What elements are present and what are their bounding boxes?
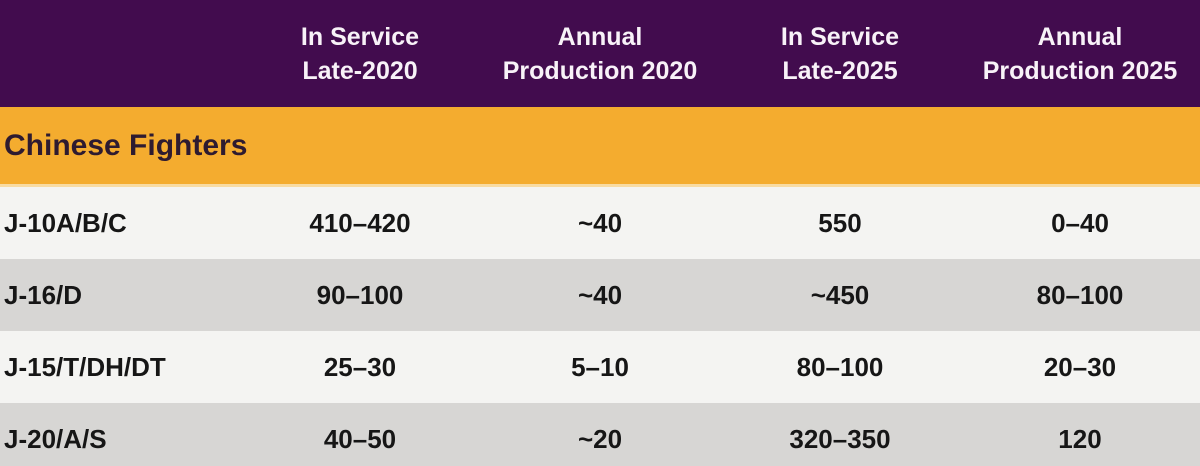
cell-value: 20–30 — [1043, 351, 1117, 382]
cell-value: ~450 — [810, 279, 870, 310]
column-header-annual-production-2020: Annual Production 2020 — [480, 0, 720, 107]
header-corner-cell — [0, 0, 240, 107]
header-line: Production 2025 — [982, 56, 1178, 85]
table-row-j-16: J-16/D 90–100 ~40 ~450 80–100 — [0, 259, 1200, 331]
cell-value: 0–40 — [1051, 207, 1109, 238]
cell-value: 320–350 — [789, 423, 891, 454]
header-line: Late-2025 — [782, 56, 898, 85]
column-header-annual-production-2025: Annual Production 2025 — [960, 0, 1200, 107]
cell-value: ~20 — [577, 423, 623, 454]
row-label: J-20/A/S — [4, 423, 107, 454]
cell-value: 80–100 — [1036, 279, 1124, 310]
header-line: Production 2020 — [502, 56, 698, 85]
cell-value: ~40 — [577, 279, 623, 310]
row-label: J-10A/B/C — [4, 207, 127, 238]
header-line: In Service — [780, 22, 900, 51]
table-row-j-15: J-15/T/DH/DT 25–30 5–10 80–100 20–30 — [0, 331, 1200, 403]
cell-value: 25–30 — [323, 351, 397, 382]
row-label: J-15/T/DH/DT — [4, 351, 166, 382]
row-label: J-16/D — [4, 279, 83, 310]
table-row-j-20: J-20/A/S 40–50 ~20 320–350 120 — [0, 403, 1200, 466]
cell-value: 90–100 — [316, 279, 404, 310]
header-line: Annual — [557, 22, 643, 51]
column-header-in-service-2020: In Service Late-2020 — [240, 0, 480, 107]
section-header-chinese-fighters: Chinese Fighters — [0, 107, 1200, 187]
cell-value: 120 — [1058, 423, 1102, 454]
cell-value: ~40 — [577, 207, 623, 238]
cell-value: 80–100 — [796, 351, 884, 382]
table-row-j-10: J-10A/B/C 410–420 ~40 550 0–40 — [0, 187, 1200, 259]
header-line: In Service — [300, 22, 420, 51]
cell-value: 40–50 — [323, 423, 397, 454]
header-line: Late-2020 — [302, 56, 418, 85]
table-header-row: In Service Late-2020 Annual Production 2… — [0, 0, 1200, 107]
cell-value: 5–10 — [571, 351, 629, 382]
cell-value: 410–420 — [309, 207, 411, 238]
section-title: Chinese Fighters — [4, 128, 248, 162]
header-line: Annual — [1037, 22, 1123, 51]
column-header-in-service-2025: In Service Late-2025 — [720, 0, 960, 107]
cell-value: 550 — [818, 207, 862, 238]
